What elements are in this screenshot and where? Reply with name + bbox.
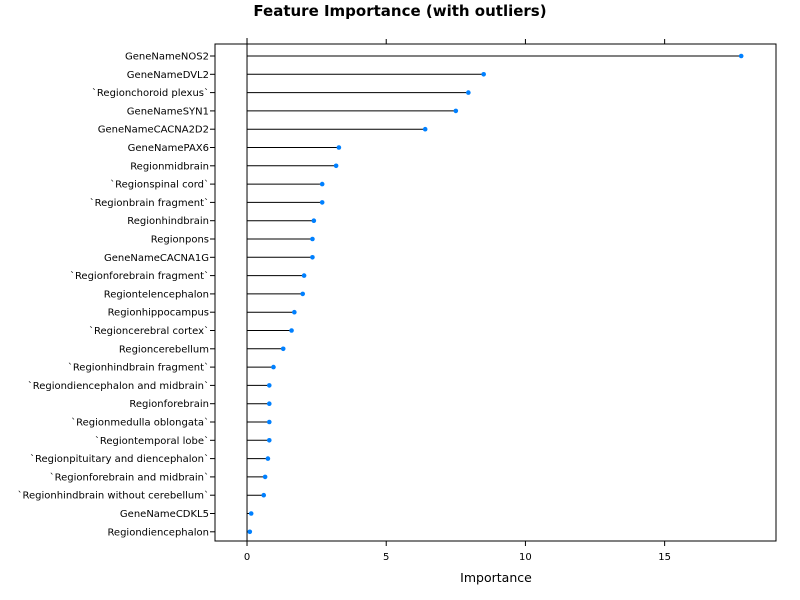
y-tick-label: `Regioncerebral cortex`: [89, 325, 209, 337]
y-tick-label: `Regiondiencephalon and midbrain`: [28, 380, 209, 392]
lollipop-point: [289, 328, 294, 333]
y-tick-label: GeneNameSYN1: [127, 106, 209, 117]
y-tick-label: `Regionbrain fragment`: [90, 197, 209, 209]
lollipop-point: [248, 511, 254, 516]
x-tick-label: 15: [658, 552, 671, 563]
lollipop-point: [301, 273, 307, 278]
y-tick-label: `Regionpituitary and diencephalon`: [30, 453, 209, 465]
lollipop-point: [265, 456, 271, 461]
y-tick-label: `Regionforebrain fragment`: [70, 270, 209, 282]
lollipop-point: [266, 401, 272, 407]
lollipop-point: [319, 181, 325, 187]
y-tick-label: `Regionspinal cord`: [110, 179, 209, 191]
y-tick-label: GeneNameNOS2: [125, 52, 209, 63]
y-tick-label: `Regionhindbrain without cerebellum`: [17, 490, 209, 502]
y-tick-label: GeneNamePAX6: [128, 143, 209, 154]
lollipop-point: [738, 53, 744, 59]
x-axis-ticks: 0 5 10 15: [244, 39, 671, 563]
y-tick-label: Regionhindbrain: [127, 216, 209, 227]
lollipop-point: [280, 346, 286, 352]
lollipop-point: [310, 236, 315, 242]
lollipop-point: [266, 419, 272, 425]
y-tick-label: GeneNameCDKL5: [120, 509, 209, 520]
y-tick-label: GeneNameDVL2: [127, 70, 209, 81]
lollipop-point: [310, 254, 315, 260]
lollipop-point: [300, 291, 305, 297]
y-tick-label: Regionpons: [151, 235, 209, 246]
y-tick-label: Regioncerebellum: [119, 344, 209, 355]
lollipop-point: [261, 492, 267, 498]
lollipop-point: [271, 364, 276, 370]
lollipop-point: [319, 200, 325, 205]
lollipop-point: [266, 383, 272, 388]
lollipop-point: [453, 108, 459, 114]
plot-frame: [214, 43, 777, 542]
lollipop-marks: [247, 53, 744, 535]
y-tick-label: `Regiontemporal lobe`: [95, 435, 209, 447]
y-tick-label: Regionforebrain: [129, 399, 209, 410]
chart-title: Feature Importance (with outliers): [253, 2, 546, 20]
x-tick-label: 5: [383, 552, 389, 563]
lollipop-point: [266, 438, 272, 443]
lollipop-point: [262, 474, 268, 480]
y-tick-label: GeneNameCACNA2D2: [98, 125, 209, 136]
y-tick-label: Regionmidbrain: [130, 161, 209, 172]
lollipop-point: [422, 126, 428, 132]
lollipop-point: [333, 163, 339, 169]
y-tick-label: `Regionhindbrain fragment`: [68, 362, 209, 374]
lollipop-point: [292, 309, 297, 315]
y-tick-label: GeneNameCACNA1G: [104, 253, 209, 264]
lollipop-point: [336, 145, 342, 150]
x-axis-label: Importance: [460, 570, 532, 585]
y-tick-label: Regionhippocampus: [108, 308, 209, 319]
y-axis-labels: GeneNameNOS2 GeneNameDVL2 `Regionchoroid p…: [17, 52, 215, 538]
lollipop-point: [466, 90, 471, 95]
lollipop-point: [247, 529, 253, 535]
y-tick-label: `Regionmedulla oblongata`: [71, 417, 209, 429]
x-tick-label: 10: [519, 552, 532, 563]
y-tick-label: Regiontelencephalon: [104, 289, 209, 300]
y-tick-label: `Regionchoroid plexus`: [92, 87, 209, 99]
x-tick-label: 0: [244, 552, 250, 563]
y-tick-label: `Regionforebrain and midbrain`: [50, 471, 209, 483]
lollipop-point: [311, 218, 317, 223]
y-tick-label: Regiondiencephalon: [107, 527, 209, 538]
lollipop-point: [481, 72, 486, 77]
